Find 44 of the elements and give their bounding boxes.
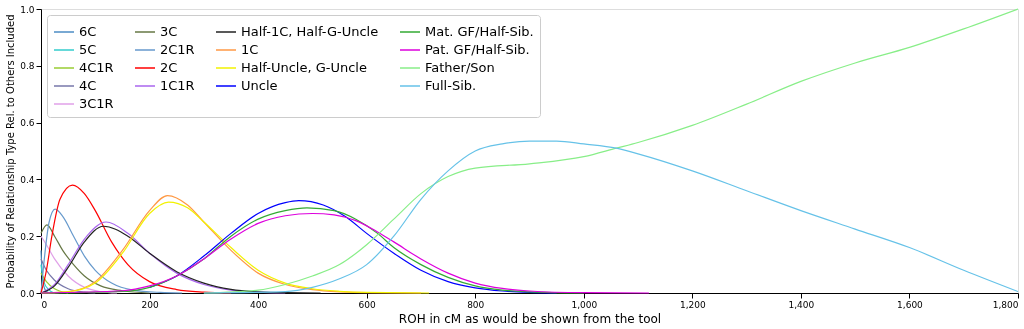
y-axis-title: Probability of Relationship Type Rel. to Others Included xyxy=(5,14,17,289)
line-series xyxy=(40,272,69,294)
y-tick-label: 0.0 xyxy=(20,288,35,299)
legend-label: Full-Sib. xyxy=(425,78,477,93)
x-tick-label: 0 xyxy=(41,299,48,310)
x-tick-label: 400 xyxy=(250,299,268,310)
line-series xyxy=(40,212,650,294)
legend-label: Mat. GF/Half-Sib. xyxy=(425,24,534,39)
legend-label: Father/Son xyxy=(425,60,495,75)
line-series xyxy=(40,235,118,294)
line-series xyxy=(40,225,322,294)
legend-label: 4C xyxy=(79,78,97,93)
legend-label: 4C1R xyxy=(79,60,114,75)
legend-label: 3C xyxy=(160,24,178,39)
legend-label: 1C xyxy=(241,42,259,57)
legend-label: 5C xyxy=(79,42,97,57)
legend-label: Uncle xyxy=(241,78,278,93)
y-tick-label: 0.4 xyxy=(20,174,35,185)
y-tick-label: 0.2 xyxy=(20,231,35,242)
legend-label: Half-1C, Half-G-Uncle xyxy=(241,24,379,39)
legend-label: 1C1R xyxy=(160,78,195,93)
y-tick-label: 0.6 xyxy=(20,118,35,129)
legend-label: 3C1R xyxy=(79,96,114,111)
legend-label: 2C xyxy=(160,60,178,75)
y-tick-label: 1.0 xyxy=(20,4,35,15)
x-axis-title: ROH in cM as would be shown from the tool xyxy=(398,311,662,326)
x-tick-label: 200 xyxy=(141,299,159,310)
line-series xyxy=(40,184,232,294)
line-series xyxy=(40,258,96,294)
y-tick-label: 0.8 xyxy=(20,61,35,72)
x-tick-label: 1,400 xyxy=(788,299,815,310)
line-series xyxy=(203,140,1019,294)
x-tick-label: 600 xyxy=(358,299,377,310)
legend-label: Pat. GF/Half-Sib. xyxy=(425,42,530,57)
line-series xyxy=(40,208,183,294)
x-tick-label: 1,600 xyxy=(897,299,924,310)
x-tick-label: 1,000 xyxy=(571,299,598,310)
x-tick-label: 800 xyxy=(467,299,485,310)
x-tick-label: 1,200 xyxy=(679,299,706,310)
legend-label: Half-Uncle, G-Uncle xyxy=(241,60,367,75)
legend-label: 6C xyxy=(79,24,97,39)
line-series xyxy=(40,224,151,294)
x-tick-label: 1,800 xyxy=(992,299,1019,310)
legend-label: 2C1R xyxy=(160,42,195,57)
